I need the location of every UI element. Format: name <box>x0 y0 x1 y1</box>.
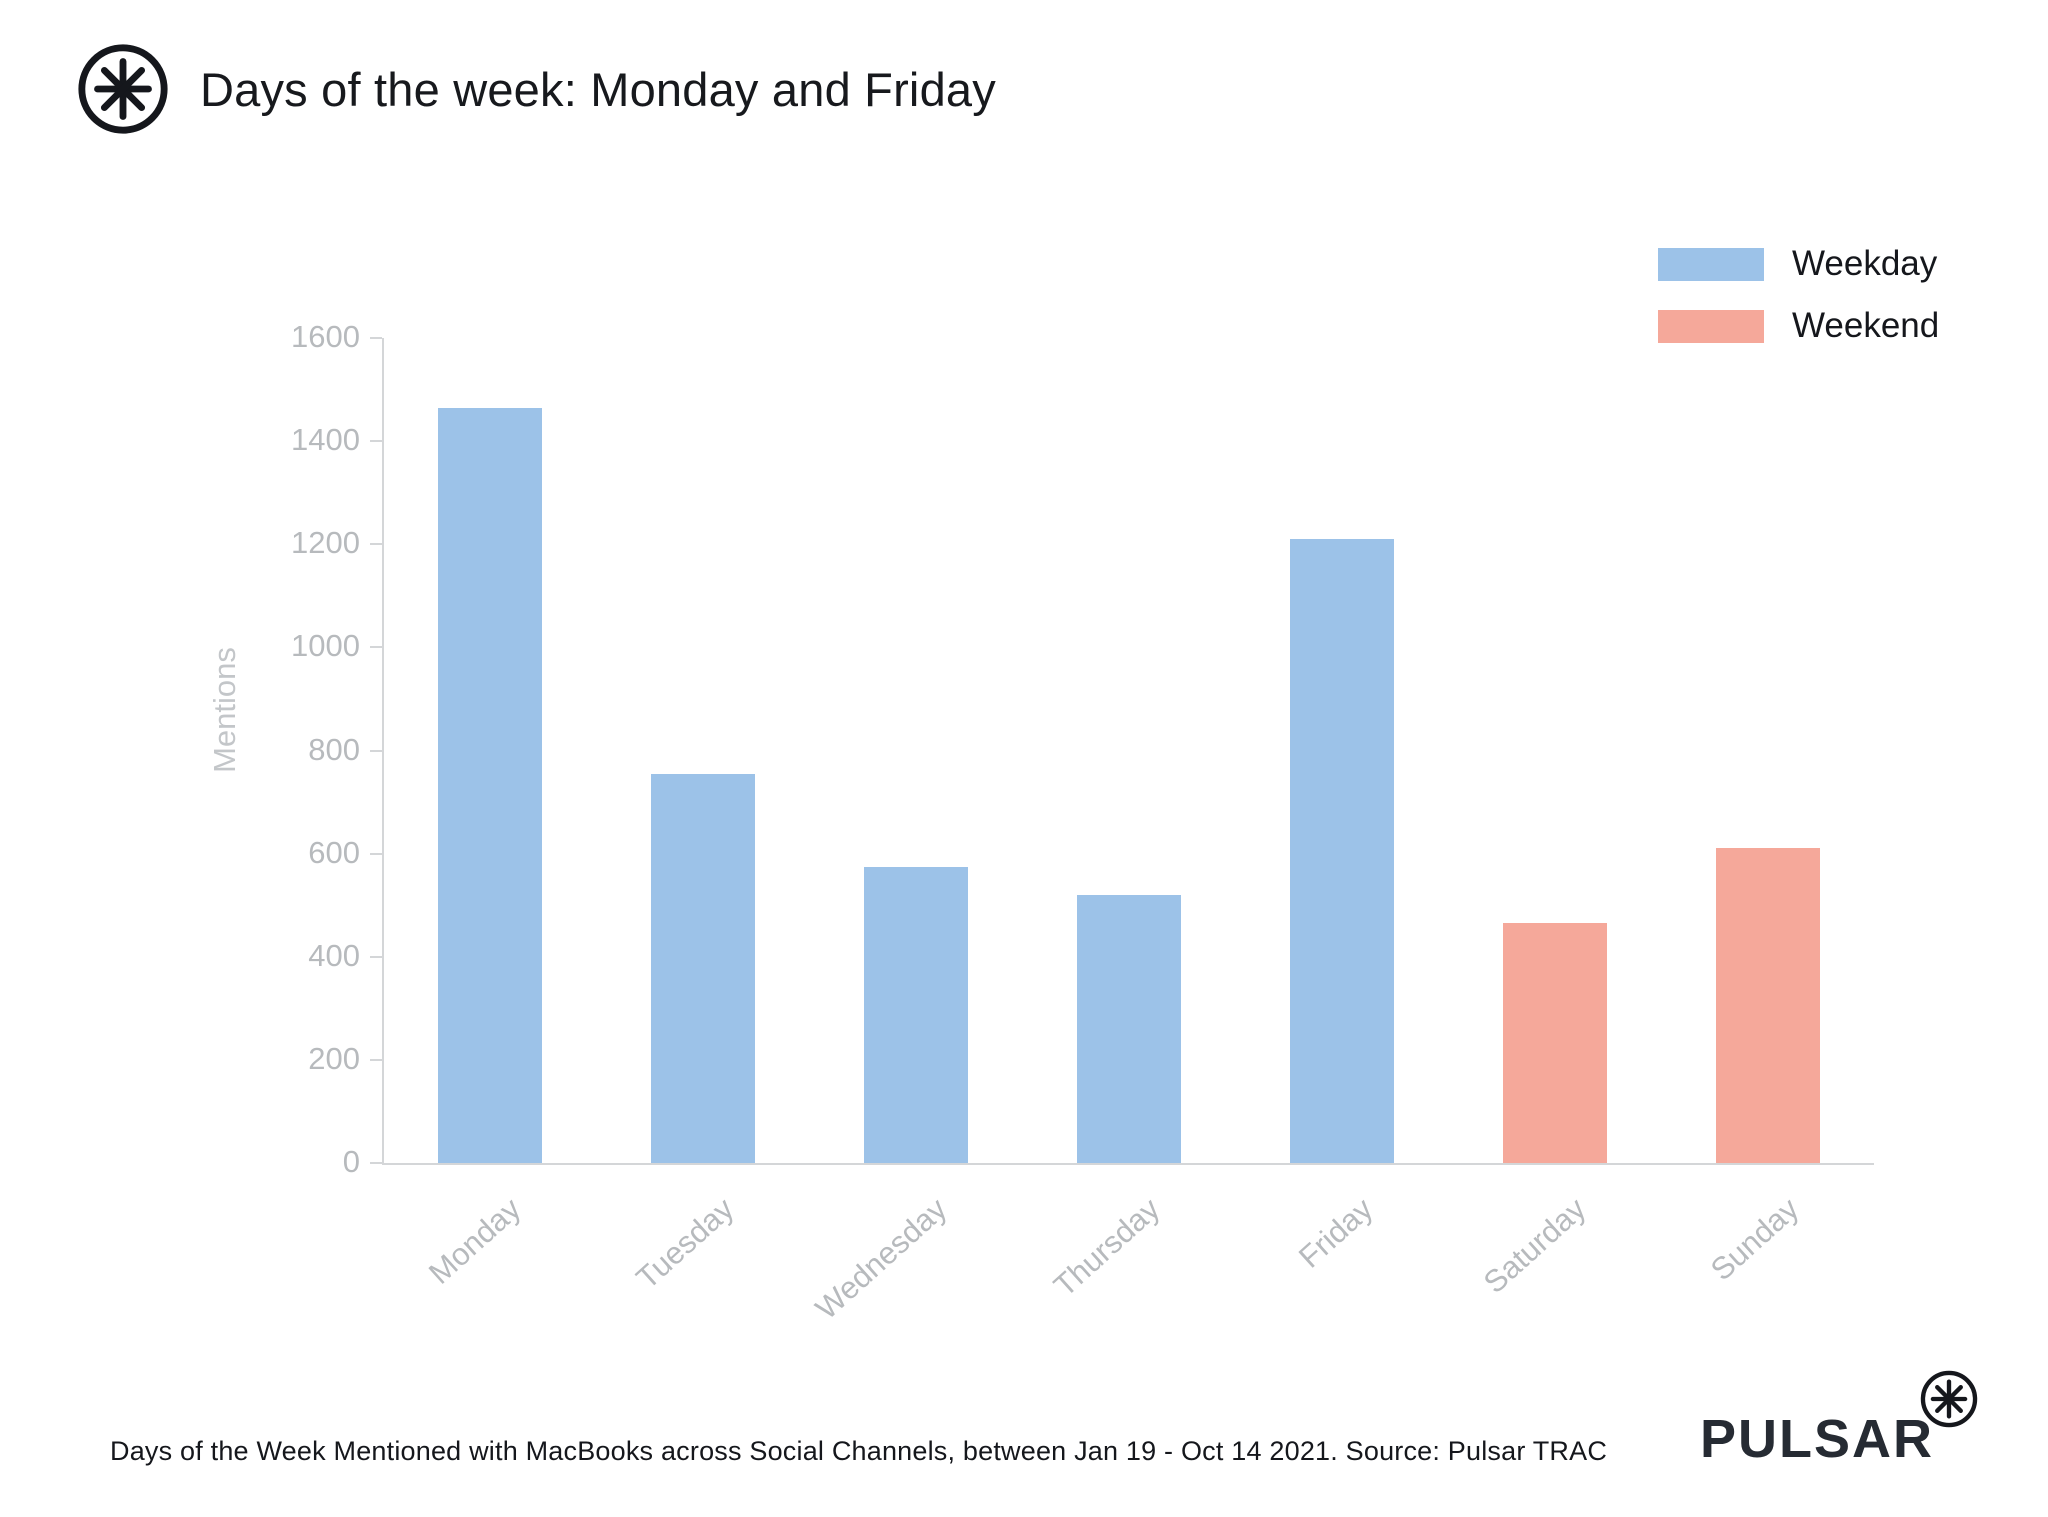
y-tick <box>370 440 382 443</box>
y-tick-label: 800 <box>308 731 360 767</box>
y-tick <box>370 646 382 649</box>
bar-friday <box>1290 539 1394 1163</box>
page-title: Days of the week: Monday and Friday <box>200 63 996 116</box>
legend-item-weekday: Weekday <box>1658 244 1939 284</box>
bar-monday <box>438 408 542 1163</box>
y-tick-label: 1400 <box>291 422 360 458</box>
x-label-sunday: Sunday <box>1703 1191 1806 1288</box>
x-label-thursday: Thursday <box>1046 1191 1167 1304</box>
y-axis-line <box>382 338 384 1165</box>
pulsar-lockup: PULSAR <box>1700 1408 1934 1470</box>
y-tick-label: 1600 <box>291 319 360 354</box>
legend-label-weekday: Weekday <box>1792 244 1938 283</box>
y-tick <box>370 337 382 339</box>
y-tick <box>370 1058 382 1061</box>
bar-tuesday <box>651 774 755 1163</box>
chart-caption: Days of the Week Mentioned with MacBooks… <box>110 1436 1608 1466</box>
bar-wednesday <box>864 867 968 1163</box>
y-tick-label: 600 <box>308 834 360 870</box>
y-tick-label: 400 <box>308 937 360 973</box>
x-label-wednesday: Wednesday <box>808 1191 954 1327</box>
x-label-tuesday: Tuesday <box>629 1191 741 1296</box>
y-tick-label: 1200 <box>291 525 360 561</box>
y-tick-label: 200 <box>308 1040 360 1076</box>
legend-label-weekend: Weekend <box>1792 306 1940 345</box>
pulsar-asterisk-icon <box>1918 1368 1980 1430</box>
legend-swatch-weekend <box>1658 309 1764 343</box>
legend: Weekday Weekend <box>1658 244 1939 346</box>
y-tick <box>370 955 382 958</box>
x-label-saturday: Saturday <box>1476 1191 1593 1301</box>
legend-swatch-weekday <box>1658 247 1764 281</box>
x-label-monday: Monday <box>422 1191 528 1291</box>
bar-saturday <box>1503 923 1607 1163</box>
y-tick <box>370 852 382 855</box>
bar-thursday <box>1077 895 1181 1163</box>
y-tick <box>370 1162 382 1164</box>
y-tick <box>370 543 382 546</box>
y-tick-label: 0 <box>342 1144 360 1179</box>
y-tick <box>370 749 382 752</box>
pulsar-wordmark: PULSAR <box>1700 1409 1935 1469</box>
bar-sunday <box>1716 848 1820 1163</box>
x-label-friday: Friday <box>1291 1191 1380 1275</box>
x-axis-line <box>382 1163 1874 1165</box>
legend-item-weekend: Weekend <box>1658 306 1939 346</box>
y-tick-label: 1000 <box>291 628 360 664</box>
